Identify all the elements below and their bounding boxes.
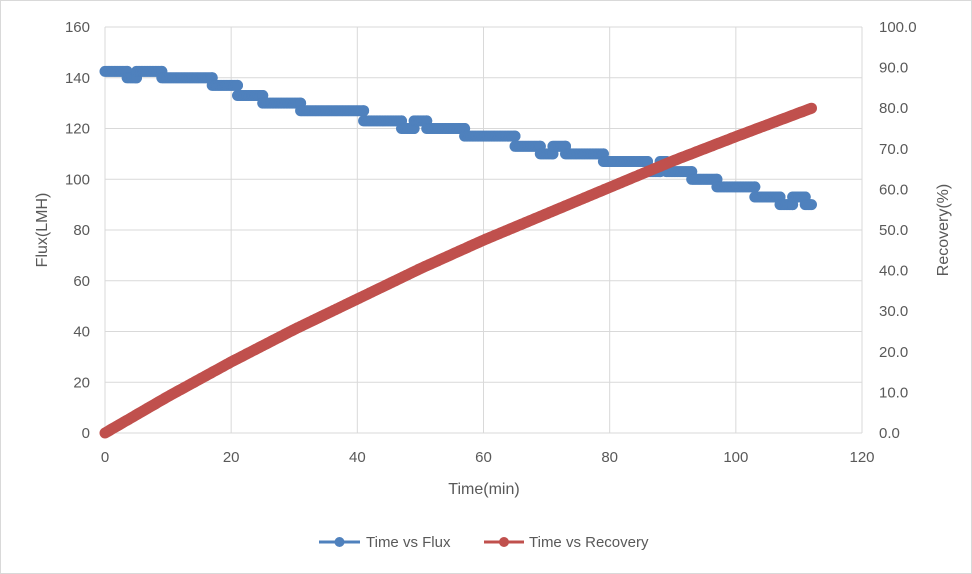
legend-item-recovery[interactable]: Time vs Recovery <box>484 534 649 551</box>
y-tick-label: 40 <box>73 324 90 341</box>
y2-tick-label: 50.0 <box>879 222 908 239</box>
legend: Time vs Flux Time vs Recovery <box>319 534 649 551</box>
y2-tick-label: 20.0 <box>879 344 908 361</box>
y2-tick-label: 90.0 <box>879 60 908 77</box>
legend-recovery-marker <box>499 537 509 547</box>
y2-tick-label: 70.0 <box>879 141 908 158</box>
y2-tick-label: 60.0 <box>879 181 908 198</box>
legend-flux-marker <box>334 537 345 547</box>
legend-recovery-label: Time vs Recovery <box>529 534 649 551</box>
y-tick-label: 80 <box>73 222 90 239</box>
y2-tick-labels: 0.0 10.0 20.0 30.0 40.0 50.0 60.0 70.0 80.0 90.0 1… <box>879 19 917 442</box>
legend-item-flux[interactable]: Time vs Flux <box>319 534 451 551</box>
y2-tick-label: 0.0 <box>879 425 900 442</box>
flux-point <box>806 199 817 211</box>
series-flux <box>99 65 817 211</box>
x-tick-label: 60 <box>475 449 492 466</box>
x-tick-label: 0 <box>101 449 109 466</box>
flux-point <box>358 105 370 117</box>
recovery-line <box>104 106 813 435</box>
x-tick-label: 40 <box>349 449 366 466</box>
y-tick-label: 20 <box>73 374 90 391</box>
x-tick-label: 80 <box>601 449 618 466</box>
y2-tick-label: 80.0 <box>879 100 908 117</box>
flux-point <box>509 130 521 142</box>
x-tick-label: 20 <box>223 449 240 466</box>
y-tick-label: 60 <box>73 273 90 290</box>
y-tick-label: 160 <box>65 19 90 36</box>
y-tick-label: 120 <box>65 121 90 138</box>
series-recovery <box>99 102 817 439</box>
y2-tick-label: 40.0 <box>879 263 908 280</box>
x-tick-label: 100 <box>723 449 748 466</box>
y-axis-title: Flux(LMH) <box>34 193 51 268</box>
y-tick-label: 0 <box>82 425 90 442</box>
x-axis-title: Time(min) <box>448 481 519 498</box>
recovery-point <box>806 102 817 114</box>
flux-point <box>749 181 761 193</box>
y2-tick-label: 10.0 <box>879 384 908 401</box>
y2-tick-label: 30.0 <box>879 303 908 320</box>
x-tick-labels: 0 20 40 60 80 100 120 <box>101 449 875 466</box>
flux-point <box>232 79 243 91</box>
y-tick-label: 140 <box>65 70 90 87</box>
y2-axis-title: Recovery(%) <box>935 184 952 276</box>
x-tick-label: 120 <box>849 449 874 466</box>
y-tick-label: 100 <box>65 171 90 188</box>
gridlines <box>104 26 863 434</box>
flux-point <box>642 156 653 167</box>
y2-tick-label: 100.0 <box>879 19 917 36</box>
legend-flux-label: Time vs Flux <box>366 534 451 551</box>
y-tick-labels: 0 20 40 60 80 100 120 140 160 <box>65 19 90 442</box>
